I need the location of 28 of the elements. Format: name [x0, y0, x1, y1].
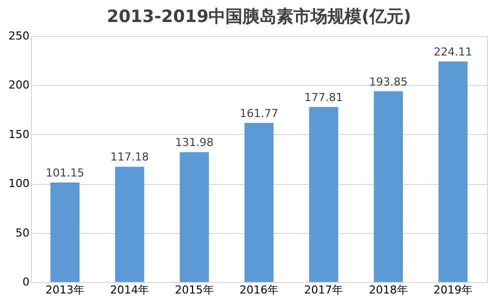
- x-tick-label: 2016年: [240, 284, 278, 296]
- y-tick-label: 50: [16, 226, 30, 240]
- bar: [180, 152, 209, 282]
- x-tick-label: 2017年: [304, 284, 344, 296]
- bar: [438, 61, 468, 282]
- bar: [309, 107, 338, 282]
- x-tick-label: 2015年: [174, 284, 214, 296]
- data-label: 101.15: [46, 166, 84, 180]
- x-tick-label: 2013年: [45, 284, 84, 296]
- data-label: 161.77: [240, 106, 278, 120]
- y-tick-label: 150: [8, 128, 30, 141]
- y-tick-label: 100: [8, 177, 30, 190]
- y-tick-label: 0: [22, 276, 30, 288]
- data-label: 177.81: [304, 91, 343, 104]
- bar: [374, 91, 403, 282]
- x-tick-label: 2018年: [368, 284, 408, 296]
- chart-title: 2013-2019中国胰岛素市场规模(亿元): [106, 7, 412, 27]
- x-tick-label: 2019年: [434, 284, 473, 296]
- bar: [115, 166, 144, 282]
- data-label: 131.98: [175, 136, 214, 150]
- bar: [50, 182, 80, 282]
- y-tick-label: 250: [8, 30, 30, 42]
- data-label: 193.85: [369, 75, 408, 88]
- bar: [244, 122, 274, 282]
- x-tick-label: 2014年: [110, 284, 150, 296]
- data-label: 117.18: [110, 150, 149, 164]
- data-label: 224.11: [434, 45, 472, 58]
- y-tick-label: 200: [8, 78, 30, 92]
